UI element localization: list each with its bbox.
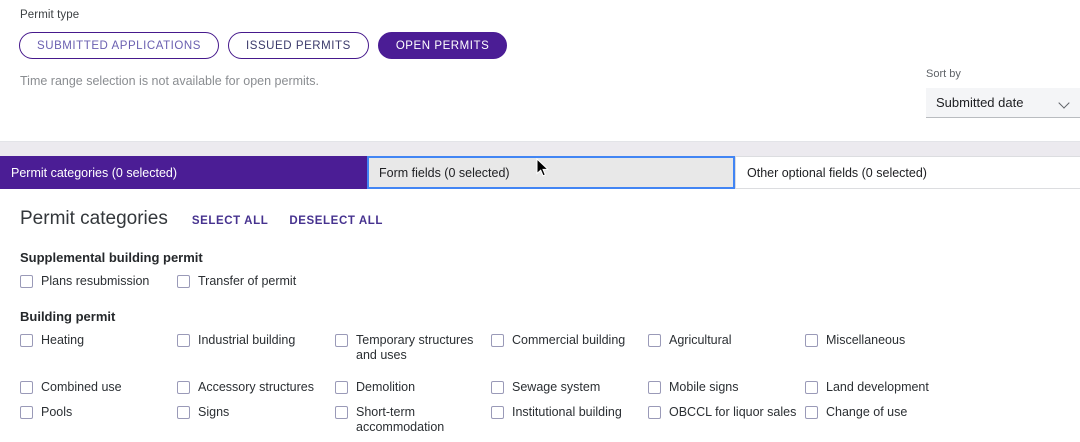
sort-by-value: Submitted date: [936, 95, 1024, 110]
checkbox-agricultural[interactable]: Agricultural: [648, 333, 805, 348]
group-title-building-permit: Building permit: [20, 309, 116, 324]
checkbox-institutional-building[interactable]: Institutional building: [491, 405, 648, 420]
checkbox-icon[interactable]: [491, 381, 504, 394]
checkbox-plans-resubmission[interactable]: Plans resubmission: [20, 274, 177, 289]
checkbox-label: Signs: [198, 405, 230, 419]
checkbox-icon[interactable]: [20, 334, 33, 347]
checkbox-pools[interactable]: Pools: [20, 405, 177, 420]
checkbox-label: Accessory structures: [198, 380, 315, 394]
checkbox-row: Plans resubmission Transfer of permit: [20, 274, 1080, 289]
checkbox-icon[interactable]: [648, 406, 661, 419]
checkbox-change-of-use[interactable]: Change of use: [805, 405, 965, 420]
permit-categories-panel: Permit categories SELECT ALL DESELECT AL…: [0, 189, 1080, 442]
checkbox-demolition[interactable]: Demolition: [335, 380, 491, 395]
checkbox-industrial-building[interactable]: Industrial building: [177, 333, 335, 348]
tab-form-fields[interactable]: Form fields (0 selected): [367, 156, 735, 189]
permit-type-label: Permit type: [20, 9, 80, 21]
checkbox-icon[interactable]: [335, 406, 348, 419]
checkbox-label: Change of use: [826, 405, 908, 419]
checkbox-icon[interactable]: [20, 381, 33, 394]
select-all-button[interactable]: SELECT ALL: [191, 215, 269, 227]
chip-submitted-applications[interactable]: SUBMITTED APPLICATIONS: [19, 32, 219, 59]
checkbox-label: Sewage system: [512, 380, 601, 394]
deselect-all-button[interactable]: DESELECT ALL: [289, 215, 384, 227]
checkbox-temporary-structures-and-uses[interactable]: Temporary structures and uses: [335, 333, 491, 363]
checkbox-icon[interactable]: [335, 381, 348, 394]
checkbox-icon[interactable]: [177, 406, 190, 419]
permit-type-chip-group: SUBMITTED APPLICATIONS ISSUED PERMITS OP…: [19, 32, 508, 59]
checkbox-label: Pools: [41, 405, 73, 419]
checkbox-label: Short-term accommodation: [356, 405, 445, 434]
checkbox-label: Combined use: [41, 380, 122, 394]
time-range-notice: Time range selection is not available fo…: [20, 74, 319, 88]
sort-by-label: Sort by: [926, 68, 961, 80]
checkbox-icon[interactable]: [335, 334, 348, 347]
section-divider: [0, 141, 1080, 142]
checkbox-icon[interactable]: [648, 334, 661, 347]
checkbox-label: Land development: [826, 380, 929, 394]
toolbar-gray-band: [0, 142, 1080, 156]
checkbox-label: Miscellaneous: [826, 333, 906, 347]
checkbox-miscellaneous[interactable]: Miscellaneous: [805, 333, 965, 348]
checkbox-label: Demolition: [356, 380, 416, 394]
checkbox-icon[interactable]: [177, 381, 190, 394]
sort-by-select[interactable]: Submitted date: [926, 88, 1080, 118]
chip-issued-permits[interactable]: ISSUED PERMITS: [227, 32, 369, 59]
checkbox-transfer-of-permit[interactable]: Transfer of permit: [177, 274, 335, 289]
checkbox-label: Institutional building: [512, 405, 622, 419]
tab-permit-categories[interactable]: Permit categories (0 selected): [0, 156, 367, 189]
checkbox-icon[interactable]: [805, 381, 818, 394]
checkbox-sewage-system[interactable]: Sewage system: [491, 380, 648, 395]
checkbox-short-term-accommodation[interactable]: Short-term accommodation: [335, 405, 491, 435]
checkbox-icon[interactable]: [648, 381, 661, 394]
checkbox-label: Agricultural: [669, 333, 732, 347]
checkbox-mobile-signs[interactable]: Mobile signs: [648, 380, 805, 395]
group-title-supplemental-building-permit: Supplemental building permit: [20, 250, 203, 265]
checkbox-label: Industrial building: [198, 333, 296, 347]
checkbox-row: Pools Signs Short-term accommodation Ins…: [20, 405, 1080, 435]
tab-other-optional-fields[interactable]: Other optional fields (0 selected): [735, 156, 1080, 189]
checkbox-icon[interactable]: [177, 275, 190, 288]
checkbox-icon[interactable]: [20, 275, 33, 288]
checkbox-icon[interactable]: [20, 406, 33, 419]
checkbox-label: Commercial building: [512, 333, 626, 347]
sort-by-group: Sort by Submitted date: [926, 68, 1080, 118]
checkbox-label: Plans resubmission: [41, 274, 150, 288]
checkbox-label: Heating: [41, 333, 85, 347]
checkbox-icon[interactable]: [177, 334, 190, 347]
checkbox-label: Temporary structures and uses: [356, 333, 474, 362]
group-grid-supplemental: Plans resubmission Transfer of permit: [0, 274, 1080, 289]
chevron-down-icon: [1059, 97, 1071, 109]
chip-open-permits[interactable]: OPEN PERMITS: [377, 32, 508, 59]
checkbox-icon[interactable]: [491, 406, 504, 419]
checkbox-icon[interactable]: [491, 334, 504, 347]
checkbox-combined-use[interactable]: Combined use: [20, 380, 177, 395]
checkbox-obccl-for-liquor-sales[interactable]: OBCCL for liquor sales: [648, 405, 805, 420]
checkbox-row: Heating Industrial building Temporary st…: [20, 333, 1080, 363]
checkbox-commercial-building[interactable]: Commercial building: [491, 333, 648, 348]
checkbox-heating[interactable]: Heating: [20, 333, 177, 348]
checkbox-signs[interactable]: Signs: [177, 405, 335, 420]
checkbox-label: Mobile signs: [669, 380, 739, 394]
checkbox-icon[interactable]: [805, 406, 818, 419]
checkbox-land-development[interactable]: Land development: [805, 380, 965, 395]
checkbox-label: OBCCL for liquor sales: [669, 405, 797, 419]
field-group-tabs: Permit categories (0 selected) Form fiel…: [0, 156, 1080, 189]
page-title: Permit categories: [20, 208, 168, 229]
checkbox-accessory-structures[interactable]: Accessory structures: [177, 380, 335, 395]
checkbox-label: Transfer of permit: [198, 274, 297, 288]
checkbox-row: Combined use Accessory structures Demoli…: [20, 380, 1080, 395]
panel-header: Permit categories SELECT ALL DESELECT AL…: [0, 189, 1080, 230]
checkbox-icon[interactable]: [805, 334, 818, 347]
group-grid-building: Heating Industrial building Temporary st…: [0, 333, 1080, 442]
